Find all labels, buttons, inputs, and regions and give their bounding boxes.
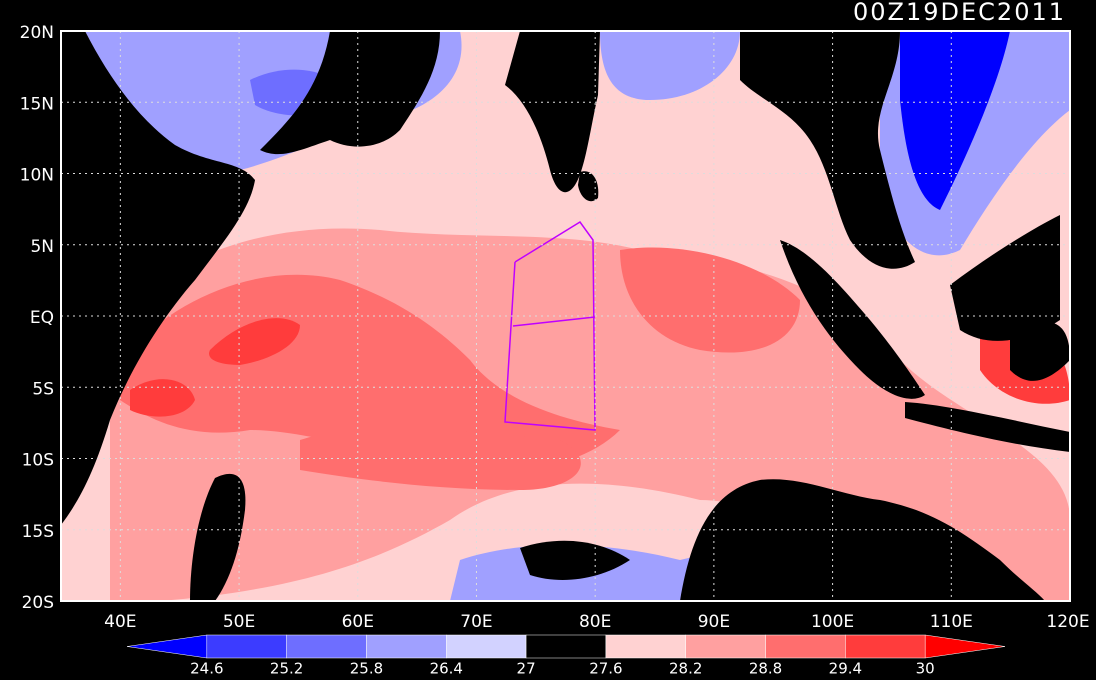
colorbar-box [685, 634, 766, 659]
map-title: 00Z19DEC2011 [853, 0, 1066, 26]
lat-label: 10S [22, 451, 54, 471]
colorbar-box [845, 634, 926, 659]
region-box [504, 220, 596, 431]
indochina [740, 31, 915, 269]
colorbar-box [286, 634, 367, 659]
borneo [950, 215, 1060, 341]
lon-label: 60E [342, 612, 374, 632]
lon-label: 50E [223, 612, 255, 632]
lat-label: 5N [30, 237, 54, 257]
lon-label: 40E [104, 612, 136, 632]
colorbar-box [525, 634, 607, 659]
sst-zone [600, 31, 740, 100]
region-divider [512, 316, 596, 327]
colorbar-label: 29.4 [829, 660, 862, 678]
sst-zone [300, 428, 581, 490]
lon-label: 70E [460, 612, 492, 632]
sumatra [780, 240, 925, 399]
lat-label: EQ [30, 308, 54, 328]
colorbar-box [206, 634, 287, 659]
lat-label: 10N [20, 166, 54, 186]
lat-label: 20S [22, 593, 54, 613]
lat-label: 15N [20, 94, 54, 114]
lon-label: 120E [1046, 612, 1089, 632]
colorbar-box [605, 634, 686, 659]
lon-label: 80E [579, 612, 611, 632]
sst-zone [130, 379, 195, 417]
sri-lanka [578, 171, 599, 202]
java [905, 402, 1070, 452]
lat-label: 15S [22, 522, 54, 542]
colorbar-label: 26.4 [430, 660, 463, 678]
colorbar-box [366, 634, 447, 659]
colorbar-label: 24.6 [190, 660, 223, 678]
colorbar-label: 28.2 [669, 660, 702, 678]
india [505, 31, 600, 193]
lat-label: 20N [20, 23, 54, 43]
arabia [260, 31, 440, 155]
land [61, 31, 1070, 601]
grid [61, 31, 1070, 601]
colorbar-label: 25.8 [350, 660, 383, 678]
sst-zone [620, 247, 800, 353]
lon-label: 90E [698, 612, 730, 632]
lon-label: 100E [811, 612, 854, 632]
map-frame [60, 30, 1071, 602]
australia [680, 479, 1045, 601]
sst-zone [120, 274, 620, 470]
colorbar-label: 27.6 [589, 660, 622, 678]
africa [61, 31, 255, 525]
colorbar-box [765, 634, 846, 659]
colorbar: 24.6 25.2 25.8 26.4 27 27.6 28.2 28.8 29.4 30 [126, 634, 1006, 678]
colorbar-label: 27 [517, 660, 536, 678]
sst-zone [209, 318, 300, 365]
sea-ice-masked [520, 540, 630, 580]
lat-label: 5S [32, 379, 54, 399]
madagascar [190, 473, 246, 601]
colorbar-label: 25.2 [270, 660, 303, 678]
lon-label: 110E [930, 612, 973, 632]
colorbar-label: 30 [916, 660, 935, 678]
colorbar-arrow [924, 634, 1006, 659]
colorbar-label: 28.8 [749, 660, 782, 678]
colorbar-box [446, 634, 527, 659]
sst-zone [900, 31, 1010, 210]
sulawesi [1010, 321, 1070, 381]
